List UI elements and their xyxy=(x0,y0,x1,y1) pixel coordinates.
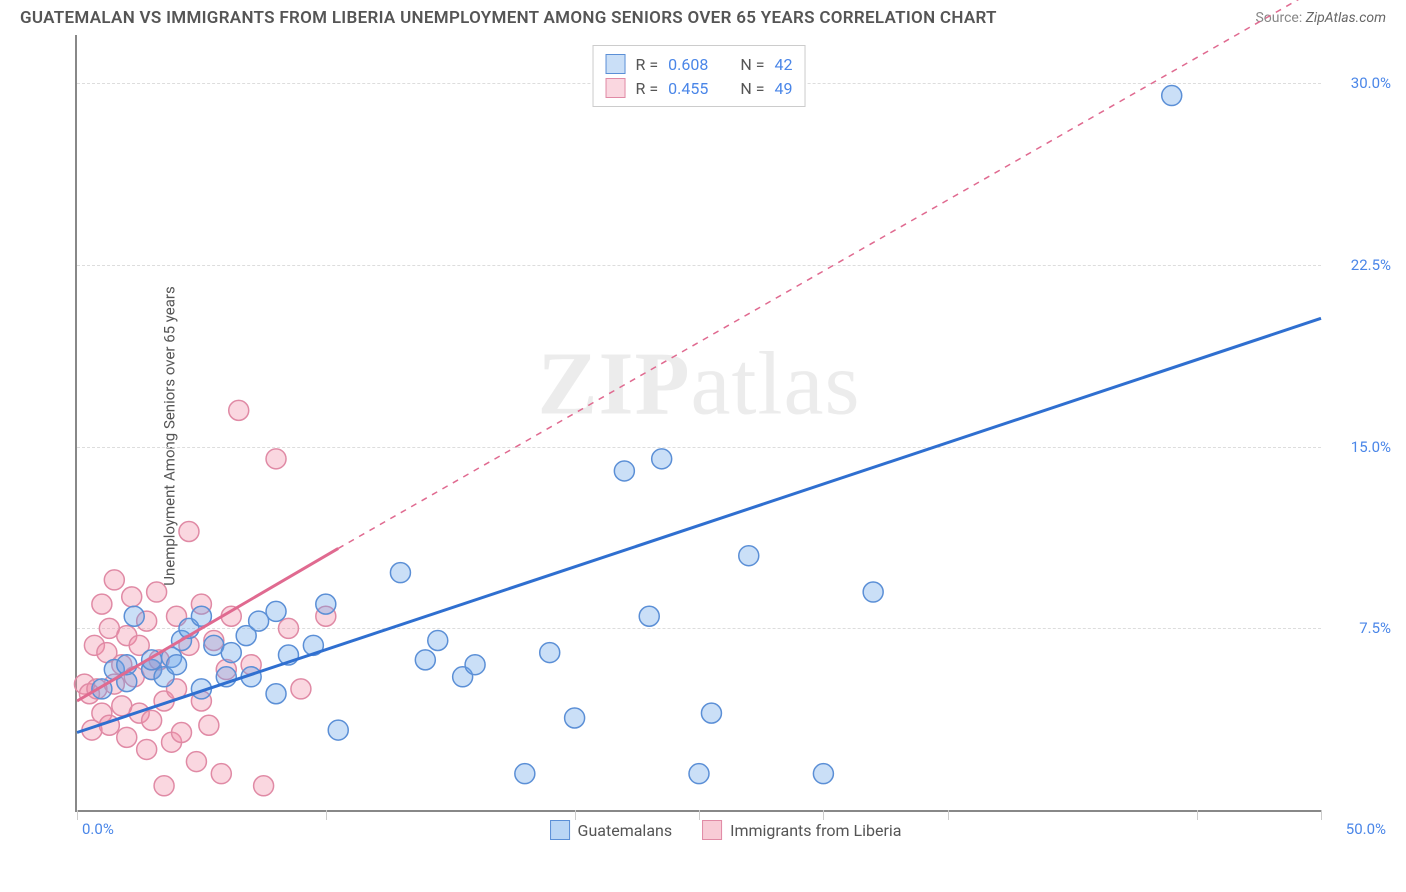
source-label: Source: ZipAtlas.com xyxy=(1255,10,1386,26)
data-point xyxy=(565,708,585,728)
swatch-guatemalans-icon xyxy=(550,820,570,840)
data-point xyxy=(266,449,286,469)
data-point xyxy=(701,703,721,723)
y-tick-label: 22.5% xyxy=(1351,256,1391,274)
data-point xyxy=(689,764,709,784)
swatch-guatemalans xyxy=(606,54,626,74)
data-point xyxy=(1162,86,1182,106)
legend-series: Guatemalans Immigrants from Liberia xyxy=(550,820,902,840)
data-point xyxy=(142,710,162,730)
data-point xyxy=(171,723,191,743)
data-point xyxy=(291,679,311,699)
data-point xyxy=(211,764,231,784)
data-point xyxy=(117,727,137,747)
data-point xyxy=(104,570,124,590)
data-point xyxy=(515,764,535,784)
data-point xyxy=(249,611,269,631)
data-point xyxy=(137,739,157,759)
chart-wrapper: Unemployment Among Seniors over 65 years… xyxy=(55,30,1396,842)
legend-label-guatemalans: Guatemalans xyxy=(578,821,673,840)
legend-row-liberia: R = 0.455 N = 49 xyxy=(606,76,793,100)
r-label: R = xyxy=(636,55,659,74)
source-prefix: Source: xyxy=(1255,10,1305,26)
trendline-liberia-projected xyxy=(338,0,1321,548)
scatter-svg xyxy=(77,35,1321,810)
data-point xyxy=(540,643,560,663)
data-point xyxy=(124,606,144,626)
data-point xyxy=(739,546,759,566)
x-tick-min: 0.0% xyxy=(82,820,114,838)
data-point xyxy=(415,650,435,670)
data-point xyxy=(863,582,883,602)
data-point xyxy=(639,606,659,626)
data-point xyxy=(221,643,241,663)
data-point xyxy=(122,587,142,607)
data-point xyxy=(266,684,286,704)
data-point xyxy=(186,752,206,772)
data-point xyxy=(254,776,274,796)
n-value-guatemalans: 42 xyxy=(774,55,792,74)
data-point xyxy=(266,601,286,621)
trendline-guatemalans xyxy=(77,318,1321,732)
y-tick-label: 7.5% xyxy=(1359,619,1391,637)
data-point xyxy=(316,594,336,614)
source-name: ZipAtlas.com xyxy=(1306,10,1386,26)
data-point xyxy=(167,655,187,675)
x-tick-max: 50.0% xyxy=(1346,820,1386,838)
swatch-liberia-icon xyxy=(702,820,722,840)
data-point xyxy=(92,594,112,614)
r-value-guatemalans: 0.608 xyxy=(668,55,708,74)
chart-header: GUATEMALAN VS IMMIGRANTS FROM LIBERIA UN… xyxy=(0,0,1406,32)
plot-area: ZIPatlas 7.5%15.0%22.5%30.0% R = 0.608 N… xyxy=(75,35,1321,812)
data-point xyxy=(652,449,672,469)
data-point xyxy=(428,630,448,650)
data-point xyxy=(147,582,167,602)
y-tick-label: 15.0% xyxy=(1351,438,1391,456)
legend-correlation: R = 0.608 N = 42 R = 0.455 N = 49 xyxy=(593,45,806,107)
legend-item-guatemalans: Guatemalans xyxy=(550,820,673,840)
legend-row-guatemalans: R = 0.608 N = 42 xyxy=(606,52,793,76)
data-point xyxy=(465,655,485,675)
data-point xyxy=(614,461,634,481)
data-point xyxy=(390,563,410,583)
data-point xyxy=(813,764,833,784)
r-label: R = xyxy=(636,79,659,98)
data-point xyxy=(179,521,199,541)
data-point xyxy=(154,776,174,796)
y-tick-label: 30.0% xyxy=(1351,74,1391,92)
data-point xyxy=(199,715,219,735)
n-label: N = xyxy=(740,79,764,98)
data-point xyxy=(328,720,348,740)
n-label: N = xyxy=(740,55,764,74)
r-value-liberia: 0.455 xyxy=(668,79,708,98)
chart-title: GUATEMALAN VS IMMIGRANTS FROM LIBERIA UN… xyxy=(20,8,997,28)
data-point xyxy=(278,618,298,638)
legend-item-liberia: Immigrants from Liberia xyxy=(702,820,901,840)
data-point xyxy=(229,400,249,420)
legend-label-liberia: Immigrants from Liberia xyxy=(730,821,901,840)
n-value-liberia: 49 xyxy=(774,79,792,98)
swatch-liberia xyxy=(606,78,626,98)
